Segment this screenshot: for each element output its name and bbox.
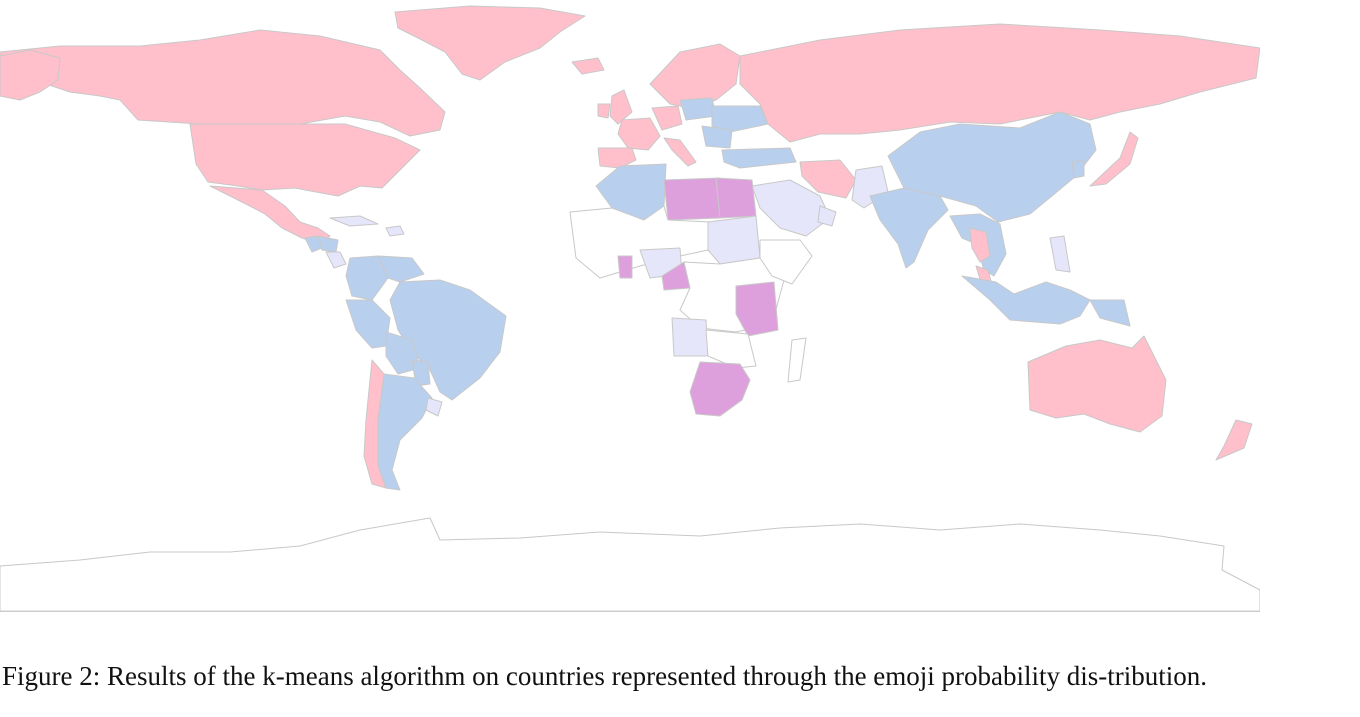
landmasses <box>0 5 1260 612</box>
region-bolivia <box>385 331 421 375</box>
region-greenland <box>394 5 586 81</box>
region-madagascar <box>787 337 807 383</box>
region-australia <box>1027 335 1167 433</box>
region-ukraine <box>711 105 769 133</box>
region-italy <box>663 137 697 167</box>
region-sudan <box>707 215 761 265</box>
region-angola <box>671 317 709 357</box>
figure-caption: Figure 2: Results of the k-means algorit… <box>2 661 1208 691</box>
region-ireland <box>597 103 611 119</box>
region-egypt <box>715 177 757 219</box>
region-oman <box>817 205 837 227</box>
region-united-kingdom <box>609 89 633 125</box>
region-new-zealand <box>1215 419 1253 461</box>
region-romania-bulgaria <box>701 125 733 149</box>
region-poland <box>679 97 717 121</box>
region-chile <box>363 359 387 489</box>
region-ghana <box>617 255 633 279</box>
region-argentina <box>377 373 433 491</box>
region-papua-new-guinea <box>1089 299 1131 327</box>
region-dominican-republic <box>385 225 405 237</box>
region-honduras <box>317 235 339 253</box>
region-kenya-tanzania <box>735 281 779 337</box>
region-uruguay <box>425 397 443 417</box>
region-venezuela <box>377 255 425 283</box>
region-france <box>617 117 661 151</box>
region-thailand <box>969 227 991 263</box>
region-south-africa-botswana-zimbabwe <box>689 361 751 417</box>
region-canada <box>0 29 446 137</box>
region-alaska <box>0 49 61 101</box>
region-libya <box>663 177 721 221</box>
region-iran <box>799 159 857 199</box>
region-iceland <box>571 57 605 75</box>
world-map <box>0 5 1260 612</box>
region-spain-portugal <box>597 147 637 169</box>
region-norway-sweden-finland <box>649 43 741 109</box>
region-united-states <box>189 123 421 197</box>
region-cuba <box>329 215 379 227</box>
region-india <box>869 187 949 269</box>
region-japan <box>1089 131 1139 187</box>
region-mexico <box>209 185 331 245</box>
map-canvas <box>0 5 1260 612</box>
region-brazil <box>389 279 507 401</box>
region-philippines <box>1049 235 1071 273</box>
region-paraguay <box>411 359 431 387</box>
region-indonesia <box>961 275 1091 325</box>
region-korea <box>1071 159 1085 179</box>
region-germany <box>651 105 683 131</box>
region-peru <box>345 299 391 349</box>
region-horn-of-africa <box>759 239 813 285</box>
region-turkey <box>721 147 797 169</box>
region-antarctica <box>0 517 1260 612</box>
region-russia <box>739 23 1260 143</box>
region-saudi-arabia <box>751 179 831 237</box>
region-southern-africa-other <box>705 329 757 369</box>
region-nicaragua <box>325 251 347 269</box>
